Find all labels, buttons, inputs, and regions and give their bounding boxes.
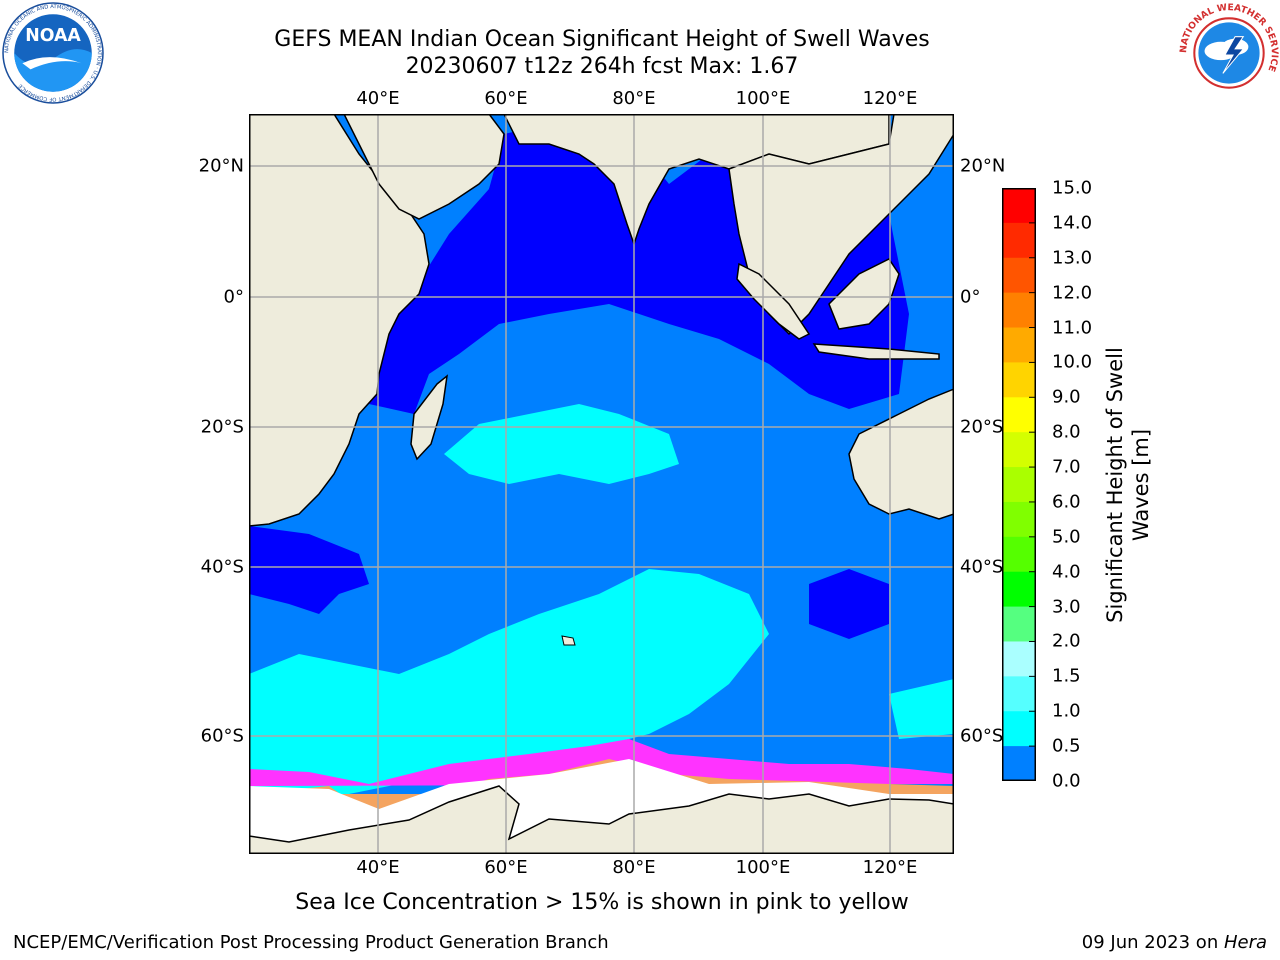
colorbar-tick-label: 4.0 [1052, 561, 1081, 583]
graticule [249, 114, 954, 854]
lat-tick-right: 20°S [960, 416, 1004, 438]
sea-ice-footnote: Sea Ice Concentration > 15% is shown in … [295, 890, 909, 915]
colorbar-segment [1002, 641, 1036, 677]
lon-tick-top: 120°E [862, 88, 918, 109]
lon-tick-top: 40°E [356, 88, 400, 109]
colorbar-tick-label: 8.0 [1052, 421, 1081, 443]
map-frame [249, 114, 954, 854]
nws-logo: NATIONAL WEATHER SERVICE [1178, 2, 1280, 103]
colorbar-tick-label: 5.0 [1052, 526, 1081, 548]
colorbar-segment [1002, 711, 1036, 747]
colorbar-tick-label: 13.0 [1052, 247, 1093, 269]
colorbar-title-line1: Significant Height of Swell [1103, 347, 1127, 623]
colorbar-tick-label: 10.0 [1052, 351, 1093, 373]
colorbar-segment [1002, 327, 1036, 363]
colorbar-segment [1002, 571, 1036, 608]
lon-tick-top: 80°E [612, 88, 656, 109]
colorbar-tick-label: 0.5 [1052, 735, 1081, 757]
lat-tick-left: 0° [223, 286, 244, 308]
lon-tick-bottom: 80°E [612, 857, 656, 878]
colorbar-tick-label: 15.0 [1052, 177, 1093, 199]
colorbar-tick-label: 1.5 [1052, 665, 1081, 687]
colorbar-segment [1002, 432, 1036, 468]
lon-tick-bottom: 40°E [356, 857, 400, 878]
lat-tick-right: 60°S [960, 725, 1004, 747]
colorbar-frame [1002, 188, 1036, 781]
lat-tick-left: 60°S [200, 725, 244, 747]
lat-tick-right: 0° [960, 286, 981, 308]
lat-tick-right: 20°N [960, 155, 1006, 177]
colorbar-tick-label: 1.0 [1052, 700, 1081, 722]
land-madagascar [410, 374, 449, 461]
land-antarctica [249, 785, 954, 854]
lon-tick-top: 60°E [484, 88, 528, 109]
colorbar-tick-label: 12.0 [1052, 282, 1093, 304]
colorbar-tick-label: 2.0 [1052, 630, 1081, 652]
colorbar-tick-label: 11.0 [1052, 317, 1093, 339]
colorbar-title-line2: Waves [m] [1129, 428, 1153, 542]
land-sumatra [736, 262, 811, 340]
low-swell-arabian-sea [429, 134, 629, 294]
colorbar-segment [1002, 746, 1036, 781]
moderate-swell-band-south [249, 569, 769, 804]
colorbar-segment [1002, 676, 1036, 712]
colorbar-tick-label: 14.0 [1052, 212, 1093, 234]
colorbar-tick-label: 3.0 [1052, 596, 1081, 618]
colorbar-segment [1002, 188, 1036, 224]
moderate-swell-band-north [444, 404, 679, 484]
colorbar-title: Significant Height of Swell Waves [m] [1102, 185, 1154, 785]
colorbar-tick-label: 7.0 [1052, 456, 1081, 478]
lon-tick-top: 100°E [735, 88, 791, 109]
credit-branch: NCEP/EMC/Verification Post Processing Pr… [13, 932, 609, 953]
moderate-swell-band-southeast [889, 679, 954, 739]
lat-tick-left: 20°N [198, 155, 244, 177]
chart-title: GEFS MEAN Indian Ocean Significant Heigh… [274, 27, 930, 52]
colorbar-segment [1002, 222, 1036, 259]
low-swell-region-south [249, 526, 369, 614]
credit-machine: Hera [1223, 932, 1267, 953]
colorbar [1002, 188, 1036, 781]
land-borneo [828, 258, 900, 330]
chart-subtitle: 20230607 t12z 264h fcst Max: 1.67 [405, 54, 799, 79]
colorbar-tick-label: 0.0 [1052, 770, 1081, 792]
low-swell-patch-southeast [809, 569, 889, 639]
credit-date-text: 09 Jun 2023 on [1081, 932, 1224, 953]
lon-tick-bottom: 60°E [484, 857, 528, 878]
lat-tick-left: 20°S [200, 416, 244, 438]
colorbar-segment [1002, 536, 1036, 573]
lon-tick-bottom: 100°E [735, 857, 791, 878]
lon-tick-bottom: 120°E [862, 857, 918, 878]
colorbar-segment [1002, 362, 1036, 398]
colorbar-segment [1002, 606, 1036, 642]
land-kerguelen [561, 635, 576, 646]
land-java [812, 343, 940, 360]
land-australia [848, 388, 954, 520]
colorbar-segment [1002, 292, 1036, 329]
colorbar-tick-label: 9.0 [1052, 386, 1081, 408]
colorbar-segment [1002, 467, 1036, 503]
colorbar-tick-label: 6.0 [1052, 491, 1081, 513]
colorbar-segment [1002, 501, 1036, 538]
colorbar-segment [1002, 397, 1036, 433]
noaa-logo: NOAA NATIONAL OCEANIC AND ATMOSPHERIC AD… [2, 2, 104, 104]
colorbar-segment [1002, 257, 1036, 294]
noaa-logo-text: NOAA [25, 26, 81, 46]
lat-tick-right: 40°S [960, 556, 1004, 578]
credit-date: 09 Jun 2023 on Hera [1082, 932, 1267, 953]
lat-tick-left: 40°S [200, 556, 244, 578]
map-plot [249, 114, 954, 854]
